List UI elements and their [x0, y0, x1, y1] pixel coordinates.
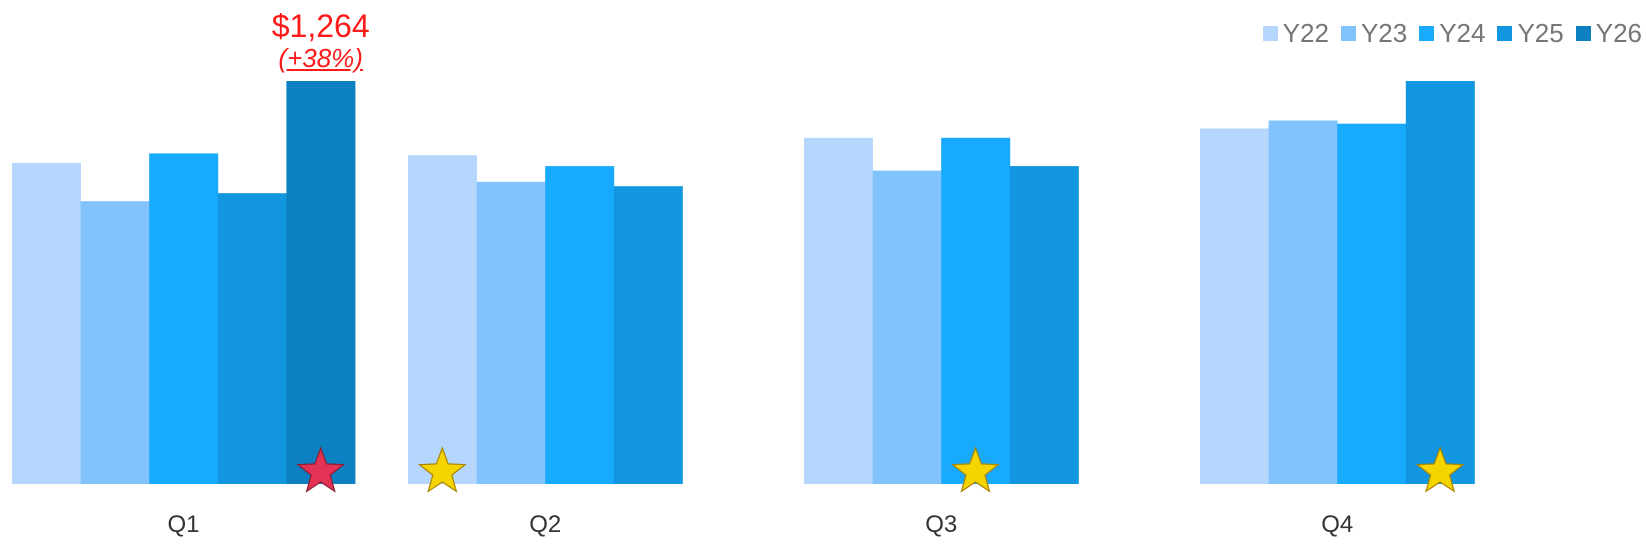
bar-q1-y25 — [217, 193, 287, 484]
category-label-q2: Q2 — [529, 511, 561, 538]
bar-q2-y23 — [476, 181, 546, 485]
legend-label-y25: Y25 — [1517, 18, 1564, 48]
bar-q2-y25 — [613, 186, 683, 484]
legend-item-y25: Y25 — [1497, 18, 1564, 49]
callout-value: $1,264 — [271, 8, 370, 44]
star-icon-q4 — [1415, 446, 1465, 493]
bar-q1-y24 — [149, 153, 219, 484]
legend-swatch-y23 — [1340, 26, 1356, 41]
legend-swatch-y25 — [1497, 26, 1513, 41]
category-label-q4: Q4 — [1321, 511, 1353, 538]
legend-item-y24: Y24 — [1419, 18, 1485, 49]
legend-label-y26: Y26 — [1595, 18, 1642, 48]
bar-q3-y24 — [941, 137, 1011, 485]
bar-q3-y25 — [1009, 166, 1079, 484]
bar-q4-y22 — [1200, 128, 1269, 484]
bar-q2-y22 — [408, 155, 477, 485]
star-icon-q3 — [951, 446, 1000, 493]
star-icon-q2 — [417, 446, 467, 493]
q1-y26-callout: $1,264 (+38%) — [261, 10, 381, 71]
bar-q2-y24 — [545, 166, 615, 484]
legend-label-y22: Y22 — [1282, 18, 1329, 48]
legend-swatch-y26 — [1575, 26, 1591, 41]
category-label-q3: Q3 — [925, 511, 957, 538]
bar-q4-y25 — [1405, 81, 1475, 484]
legend-label-y24: Y24 — [1439, 18, 1486, 48]
legend-swatch-y22 — [1262, 26, 1278, 41]
callout-change: (+38%) — [278, 43, 363, 73]
bar-q1-y22 — [12, 162, 81, 484]
category-label-q1: Q1 — [167, 511, 199, 538]
bar-q1-y23 — [80, 201, 150, 484]
legend-item-y23: Y23 — [1340, 18, 1408, 49]
bar-q3-y23 — [872, 170, 942, 484]
bar-q4-y24 — [1337, 123, 1407, 484]
legend-item-y26: Y26 — [1575, 18, 1642, 49]
bar-q1-y26 — [286, 81, 356, 484]
bar-q3-y22 — [804, 137, 873, 485]
star-icon-q1 — [296, 446, 346, 493]
legend-item-y22: Y22 — [1262, 18, 1329, 49]
legend-swatch-y24 — [1419, 26, 1435, 41]
chart-legend: Y22 Y23 Y24 Y25 Y26 — [1262, 18, 1642, 49]
bar-q4-y23 — [1268, 120, 1338, 484]
legend-label-y23: Y23 — [1360, 18, 1408, 48]
